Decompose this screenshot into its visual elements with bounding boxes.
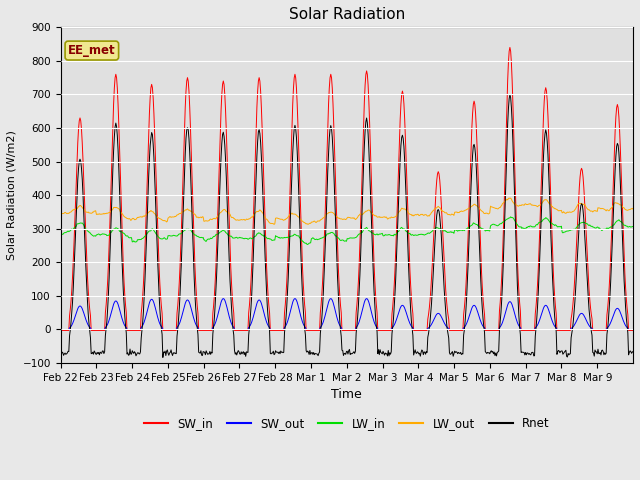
SW_out — [124, 326, 132, 332]
SW_out — [220, 296, 227, 301]
LW_out — [280, 217, 287, 223]
LW_out — [124, 216, 132, 221]
LW_in — [439, 227, 447, 233]
LW_out — [506, 195, 513, 201]
Line: LW_out: LW_out — [61, 198, 633, 224]
SW_in — [406, 267, 413, 273]
Rnet — [259, 171, 266, 177]
LW_in — [279, 235, 287, 240]
LW_in — [507, 214, 515, 220]
Legend: SW_in, SW_out, LW_in, LW_out, Rnet: SW_in, SW_out, LW_in, LW_out, Rnet — [140, 413, 554, 435]
LW_in — [407, 232, 415, 238]
Rnet — [629, 348, 637, 354]
Rnet — [57, 350, 65, 356]
LW_in — [124, 233, 132, 239]
Line: SW_out: SW_out — [61, 299, 633, 329]
SW_out — [259, 303, 266, 309]
Rnet — [159, 355, 166, 360]
SW_out — [280, 326, 287, 332]
LW_in — [229, 235, 237, 241]
SW_in — [229, 303, 237, 309]
SW_out — [439, 317, 447, 323]
SW_out — [230, 324, 237, 330]
Text: EE_met: EE_met — [68, 44, 116, 57]
LW_out — [229, 215, 237, 220]
Title: Solar Radiation: Solar Radiation — [289, 7, 405, 22]
SW_in — [279, 328, 287, 334]
SW_out — [629, 326, 637, 332]
LW_in — [257, 231, 265, 237]
Y-axis label: Solar Radiation (W/m2): Solar Radiation (W/m2) — [7, 130, 17, 260]
Line: LW_in: LW_in — [61, 217, 633, 244]
X-axis label: Time: Time — [332, 388, 362, 401]
Rnet — [230, 332, 237, 338]
LW_in — [57, 231, 65, 237]
SW_in — [629, 328, 637, 334]
Line: Rnet: Rnet — [61, 95, 633, 358]
SW_in — [124, 328, 132, 334]
SW_in — [506, 45, 514, 50]
Rnet — [407, 307, 415, 312]
LW_out — [629, 206, 637, 212]
SW_in — [438, 215, 446, 221]
LW_out — [57, 212, 65, 217]
SW_in — [57, 328, 65, 334]
LW_out — [407, 212, 415, 217]
Line: SW_in: SW_in — [61, 48, 633, 331]
LW_out — [270, 221, 278, 227]
Rnet — [506, 92, 514, 97]
LW_out — [439, 209, 447, 215]
SW_in — [257, 104, 265, 110]
SW_out — [57, 326, 65, 332]
LW_in — [629, 224, 637, 229]
SW_out — [407, 322, 415, 328]
Rnet — [124, 350, 132, 356]
LW_out — [257, 208, 265, 214]
LW_in — [304, 241, 312, 247]
Rnet — [280, 349, 287, 355]
Rnet — [439, 259, 447, 265]
